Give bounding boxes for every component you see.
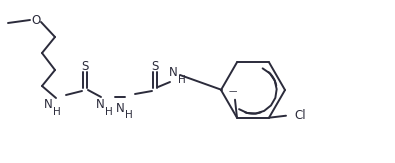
Text: N: N (43, 98, 53, 111)
Text: H: H (53, 107, 61, 117)
Text: H: H (105, 107, 113, 117)
Text: Cl: Cl (294, 109, 306, 122)
Text: N: N (116, 102, 124, 114)
Text: —: — (229, 87, 237, 96)
Text: H: H (178, 75, 186, 85)
Text: H: H (125, 110, 133, 120)
Text: N: N (96, 98, 104, 111)
Text: S: S (151, 59, 159, 73)
Text: O: O (31, 14, 41, 27)
Text: N: N (169, 66, 177, 79)
Text: S: S (81, 59, 89, 73)
